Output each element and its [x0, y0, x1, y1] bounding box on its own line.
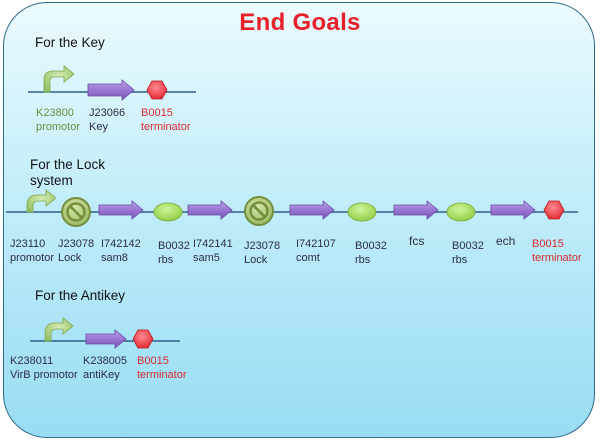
part-id: ech: [496, 234, 516, 248]
part-id: B0032: [452, 240, 484, 252]
part-id: K238011: [10, 355, 54, 367]
part-role: rbs: [452, 253, 468, 266]
part-role: sam5: [193, 251, 220, 264]
page-title: End Goals: [239, 9, 361, 36]
part-role: Key: [89, 120, 108, 133]
terminator-hexagon-icon: [543, 200, 565, 220]
section-label-lock: For the Lock system: [30, 157, 105, 189]
part-id: fcs: [409, 234, 425, 248]
part-label: I742142 sam8: [101, 238, 141, 265]
terminator-hexagon-icon: [132, 329, 154, 349]
part-role: rbs: [158, 253, 174, 266]
part-id: B0015: [137, 355, 169, 367]
part-id: J23078: [244, 240, 281, 252]
part-id: B0032: [158, 240, 190, 252]
part-id: K238005: [83, 355, 128, 367]
part-label: fcs: [409, 234, 425, 249]
rbs-oval-icon: [153, 202, 183, 222]
part-role: antiKey: [83, 368, 120, 381]
section-label-lock-line1: For the Lock: [30, 157, 106, 172]
rbs-oval-icon: [347, 202, 377, 222]
part-id: J23110: [10, 238, 46, 250]
part-label: J23078 Lock: [244, 240, 280, 267]
lock-prohibition-icon: [244, 196, 274, 226]
coding-sequence-arrow-icon: [393, 200, 439, 220]
part-label: B0015 terminator: [532, 238, 582, 265]
part-label: J23078 Lock: [58, 238, 94, 265]
part-role: promotor: [10, 251, 55, 264]
coding-sequence-arrow-icon: [87, 79, 135, 101]
rbs-oval-icon: [446, 202, 476, 222]
diagram-panel: [3, 2, 595, 438]
part-label: B0032 rbs: [355, 240, 387, 267]
part-label: J23066 Key: [89, 107, 125, 134]
part-label: B0032 rbs: [158, 240, 190, 267]
part-role: Lock: [244, 253, 268, 266]
part-label: K238011 VirB promotor: [10, 355, 78, 382]
part-id: J23078: [58, 238, 95, 250]
coding-sequence-arrow-icon: [85, 329, 127, 349]
part-label: I742141 sam5: [193, 238, 233, 265]
section-label-antikey: For the Antikey: [35, 288, 126, 303]
coding-sequence-arrow-icon: [490, 200, 536, 220]
part-id: B0015: [141, 107, 173, 119]
section-label-key: For the Key: [35, 35, 105, 50]
part-id: B0015: [532, 238, 564, 250]
part-id: I742142: [101, 238, 141, 250]
promoter-icon: [43, 65, 75, 93]
part-role: Lock: [58, 251, 82, 264]
promoter-icon: [44, 317, 74, 342]
part-role: promotor: [36, 120, 81, 133]
part-label: K238005 antiKey: [83, 355, 127, 382]
lock-prohibition-icon: [61, 197, 91, 227]
part-label: I742107 comt: [296, 238, 336, 265]
part-id: K23800: [36, 107, 74, 119]
part-role: VirB promotor: [10, 368, 78, 381]
promoter-icon: [26, 189, 57, 213]
part-role: terminator: [137, 368, 187, 381]
part-role: comt: [296, 251, 320, 264]
part-id: I742107: [296, 238, 336, 250]
part-role: terminator: [532, 251, 582, 264]
part-role: sam8: [101, 251, 128, 264]
part-label: ech: [496, 234, 516, 249]
part-id: J23066: [89, 107, 126, 119]
coding-sequence-arrow-icon: [289, 200, 335, 220]
part-label: J23110 promotor: [10, 238, 54, 265]
part-role: rbs: [355, 253, 371, 266]
section-label-lock-line2: system: [30, 173, 73, 188]
part-id: B0032: [355, 240, 387, 252]
part-label: B0015 terminator: [141, 107, 191, 134]
part-role: terminator: [141, 120, 191, 133]
part-label: B0032 rbs: [452, 240, 484, 267]
terminator-hexagon-icon: [146, 80, 168, 100]
part-label: K23800 promotor: [36, 107, 80, 134]
part-label: B0015 terminator: [137, 355, 187, 382]
coding-sequence-arrow-icon: [98, 200, 144, 220]
coding-sequence-arrow-icon: [187, 200, 233, 220]
part-id: I742141: [193, 238, 233, 250]
